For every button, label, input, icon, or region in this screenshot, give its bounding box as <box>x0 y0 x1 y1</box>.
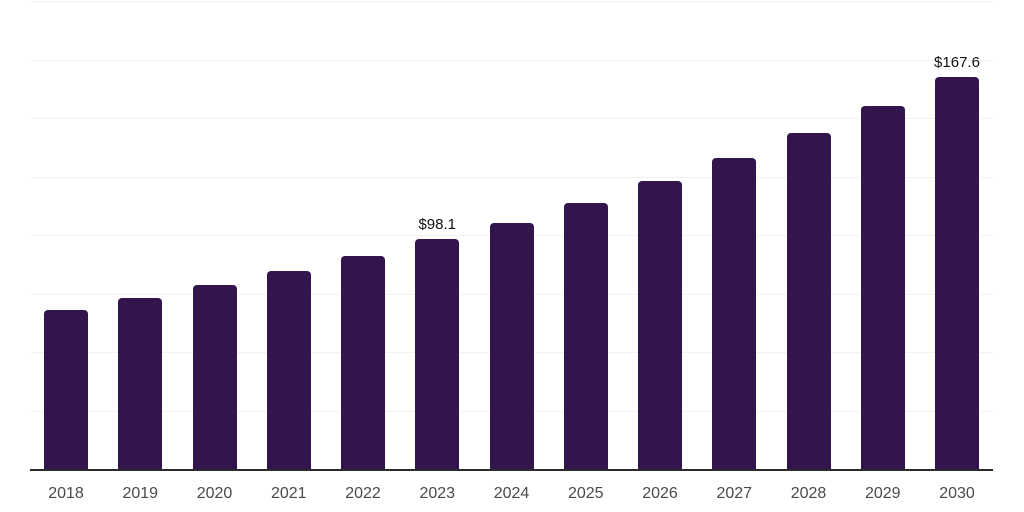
x-axis-labels: 2018 2019 2020 2021 2022 2023 2024 2025 2026 2027… <box>30 484 993 506</box>
x-tick-2025: 2025 <box>567 485 604 502</box>
bar-2019 <box>118 297 163 469</box>
x-tick-2024: 2024 <box>493 485 530 502</box>
bar-2027 <box>712 158 757 469</box>
data-label-2030: $167.6 <box>934 53 980 71</box>
bar-2025 <box>563 203 608 469</box>
gridline-150 <box>30 118 993 119</box>
gridline-175 <box>30 59 993 61</box>
bar-2028 <box>786 133 831 469</box>
plot-area: $98.1 $167.6 <box>30 1 993 471</box>
x-tick-2023: 2023 <box>419 485 456 502</box>
x-tick-2019: 2019 <box>122 485 159 502</box>
bar-2030 <box>935 76 979 469</box>
x-tick-2021: 2021 <box>270 485 307 502</box>
x-tick-2028: 2028 <box>790 485 827 502</box>
x-axis-line <box>30 469 993 471</box>
bar-2022 <box>341 255 385 469</box>
bar-2023 <box>415 239 460 469</box>
bar-2018 <box>44 309 88 469</box>
x-tick-2027: 2027 <box>716 485 753 502</box>
x-tick-2026: 2026 <box>642 485 678 502</box>
bar-2024 <box>489 222 534 469</box>
bar-2029 <box>860 106 905 469</box>
x-tick-2029: 2029 <box>864 485 901 502</box>
gridline-200 <box>30 1 993 2</box>
x-tick-2020: 2020 <box>196 485 233 502</box>
x-tick-2018: 2018 <box>48 485 84 502</box>
x-tick-2022: 2022 <box>345 485 381 502</box>
bar-2026 <box>638 181 682 469</box>
data-label-2023: $98.1 <box>418 216 457 234</box>
bar-2020 <box>192 284 237 469</box>
x-tick-2030: 2030 <box>939 485 975 502</box>
bar-2021 <box>266 270 311 469</box>
gridline-125 <box>30 176 993 178</box>
